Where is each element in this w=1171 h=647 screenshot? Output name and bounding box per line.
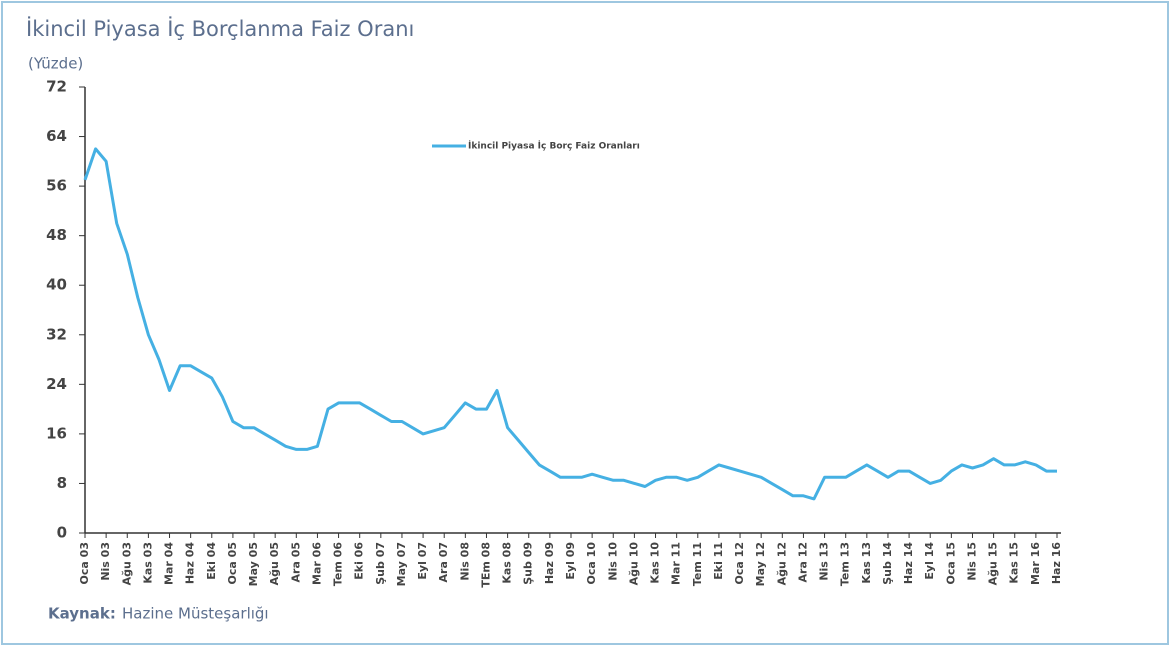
x-tick-label: Eki 04	[205, 542, 218, 580]
x-tick-label: Mar 06	[310, 542, 323, 585]
x-tick-label: Ağu 12	[775, 542, 788, 585]
y-tick-label: 72	[46, 78, 67, 96]
x-tick-label: Kas 03	[141, 542, 154, 584]
x-tick-label: Nis 13	[818, 542, 831, 581]
x-tick-label: Eyl 07	[416, 542, 429, 580]
x-tick-label: May 07	[395, 542, 408, 586]
y-tick-label: 32	[46, 325, 67, 343]
x-tick-label: Oca 10	[585, 542, 598, 585]
x-tick-label: Nis 08	[458, 542, 471, 581]
data-line	[83, 147, 1057, 501]
x-tick-label: Kas 10	[649, 542, 662, 584]
x-tick-label: Ara 05	[289, 542, 302, 583]
x-tick-label: Şub 09	[522, 542, 535, 585]
x-tick-label: Tem 06	[332, 542, 345, 586]
y-tick-label: 56	[46, 177, 67, 195]
x-tick-label: Ağu 15	[987, 542, 1000, 585]
x-tick-label: May 12	[754, 542, 767, 586]
x-tick-label: Haz 16	[1050, 542, 1063, 585]
x-tick-label: Mar 04	[163, 542, 176, 585]
x-tick-label: Kas 15	[1008, 542, 1021, 584]
y-tick-label: 48	[46, 226, 67, 244]
x-tick-label: Eki 06	[353, 542, 366, 580]
x-tick-label: May 05	[247, 542, 260, 586]
x-tick-label: Oca 15	[944, 542, 957, 584]
legend-label: İkincil Piyasa İç Borç Faiz Oranları	[468, 141, 640, 152]
x-tick-label: Şub 07	[374, 542, 387, 585]
x-tick-label: Haz 04	[184, 542, 197, 585]
x-tick-label: Ara 12	[796, 542, 809, 583]
y-tick-label: 64	[46, 127, 67, 145]
x-tick-label: Kas 08	[501, 542, 514, 584]
x-tick-label: Nis 15	[965, 542, 978, 581]
y-tick-label: 40	[46, 276, 67, 294]
x-tick-label: Ağu 05	[268, 542, 281, 585]
x-tick-label: Oca 05	[226, 542, 239, 584]
source-label: Kaynak:	[48, 605, 116, 623]
x-tick-label: Eyl 09	[564, 542, 577, 580]
x-tick-label: Eki 11	[712, 542, 725, 580]
x-tick-label: Tem 11	[691, 542, 704, 586]
x-tick-label: Haz 09	[543, 542, 556, 584]
x-tick-label: Ara 07	[437, 542, 450, 583]
x-tick-label: Oca 03	[78, 542, 91, 584]
source: Hazine Müsteşarlığı	[122, 605, 269, 623]
x-tick-label: Nis 03	[99, 542, 112, 581]
chart-title: İkincil Piyasa İç Borçlanma Faiz Oranı	[26, 16, 414, 41]
x-tick-label: Oca 12	[733, 542, 746, 584]
y-tick-label: 8	[57, 474, 67, 492]
x-tick-label: Şub 14	[881, 542, 894, 585]
x-tick-label: Haz 14	[902, 542, 915, 585]
x-tick-label: Mar 11	[670, 542, 683, 585]
y-tick-label: 0	[57, 524, 67, 542]
x-tick-label: TEm 08	[479, 542, 492, 588]
x-tick-label: Eyl 14	[923, 542, 936, 580]
x-tick-label: Ağu 03	[120, 542, 133, 585]
y-tick-label: 24	[46, 375, 67, 393]
x-tick-label: Nis 10	[606, 542, 619, 581]
x-tick-label: Mar 16	[1029, 542, 1042, 585]
y-axis-label: (Yüzde)	[28, 55, 83, 73]
x-tick-label: Kas 13	[860, 542, 873, 584]
x-tick-label: Ağu 10	[627, 542, 640, 586]
x-tick-label: Tem 13	[839, 542, 852, 586]
y-tick-label: 16	[46, 424, 67, 442]
